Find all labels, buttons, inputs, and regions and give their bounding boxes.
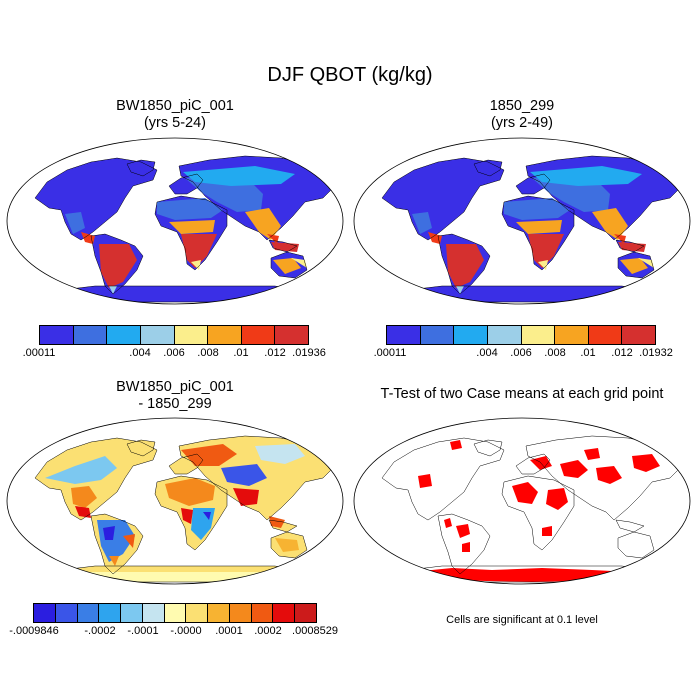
colorbar-tick-label: -.0001 (127, 625, 159, 637)
panel2-title-line2: (yrs 2-49) (490, 115, 554, 131)
colorbar-tick-label: .008 (544, 347, 566, 359)
colorbar-swatch (420, 326, 455, 344)
colorbar-swatch (174, 326, 209, 344)
colorbar-tick-label: .01 (233, 347, 249, 359)
panel3-title-line1: BW1850_piC_001 (116, 379, 234, 395)
colorbar-swatch (73, 326, 108, 344)
colorbar-swatch (273, 604, 296, 622)
colorbar-tick-label: .00011 (22, 347, 56, 359)
colorbar-tick-label: .0002 (254, 625, 282, 637)
panel1-title-line1: BW1850_piC_001 (116, 98, 234, 114)
colorbar-swatch (555, 326, 589, 344)
colorbar-swatch (229, 604, 252, 622)
panel2-map (353, 137, 691, 305)
colorbar-tick-label: .0008529 (292, 625, 338, 637)
figure-title: DJF QBOT (kg/kg) (267, 64, 433, 86)
panel4-title-line1: T-Test of two Case means at each grid po… (380, 386, 664, 402)
panel4-title: T-Test of two Case means at each grid po… (352, 386, 692, 403)
colorbar-swatch (387, 326, 421, 344)
colorbar-swatch (487, 326, 522, 344)
colorbar-swatch (208, 326, 242, 344)
colorbar-swatch (622, 326, 655, 344)
colorbar-swatch (241, 326, 276, 344)
colorbar-swatch (140, 326, 175, 344)
colorbar-swatch (251, 604, 274, 622)
colorbar-tick-label: .01932 (639, 347, 673, 359)
colorbar-swatch (99, 604, 122, 622)
colorbar-swatch (40, 326, 74, 344)
colorbar-swatch (121, 604, 143, 622)
colorbar-swatch (55, 604, 78, 622)
colorbar-swatch (107, 326, 141, 344)
colorbar-swatch (275, 326, 308, 344)
colorbar-tick-label: .00011 (373, 347, 407, 359)
colorbar-swatch (77, 604, 100, 622)
colorbar-swatch (521, 326, 556, 344)
panel2-title-line1: 1850_299 (489, 98, 555, 114)
colorbar-tick-label: -.0002 (84, 625, 116, 637)
significance-note: Cells are significant at 0.1 level (446, 614, 598, 626)
colorbar-tick-label: .012 (611, 347, 633, 359)
colorbar-tick-label: .0001 (215, 625, 243, 637)
colorbar-swatch (454, 326, 488, 344)
colorbar-swatch (34, 604, 56, 622)
colorbar-tick-label: .006 (510, 347, 532, 359)
colorbar-tick-label: .008 (197, 347, 219, 359)
colorbar-swatch (142, 604, 165, 622)
colorbar-tick-label: -.0000 (170, 625, 202, 637)
panel3-map (6, 417, 344, 585)
panel3-colorbar (33, 603, 317, 623)
colorbar-tick-label: .006 (163, 347, 185, 359)
panel1-title: BW1850_piC_001 (yrs 5-24) (5, 98, 345, 132)
colorbar-tick-label: .012 (264, 347, 286, 359)
colorbar-swatch (164, 604, 187, 622)
panel1-map (6, 137, 344, 305)
panel2-title: 1850_299 (yrs 2-49) (352, 98, 692, 132)
colorbar-tick-label: .004 (476, 347, 498, 359)
colorbar-swatch (208, 604, 230, 622)
colorbar-tick-label: -.0009846 (9, 625, 59, 637)
panel2-colorbar (386, 325, 656, 345)
colorbar-tick-label: .01936 (292, 347, 326, 359)
panel1-title-line2: (yrs 5-24) (143, 115, 207, 131)
colorbar-swatch (295, 604, 316, 622)
panel4-map (353, 417, 691, 585)
panel1-colorbar (39, 325, 309, 345)
panel3-title: BW1850_piC_001 - 1850_299 (5, 379, 345, 413)
colorbar-swatch (588, 326, 623, 344)
colorbar-swatch (186, 604, 209, 622)
colorbar-tick-label: .01 (580, 347, 596, 359)
panel3-title-line2: - 1850_299 (138, 396, 212, 412)
colorbar-tick-label: .004 (129, 347, 151, 359)
